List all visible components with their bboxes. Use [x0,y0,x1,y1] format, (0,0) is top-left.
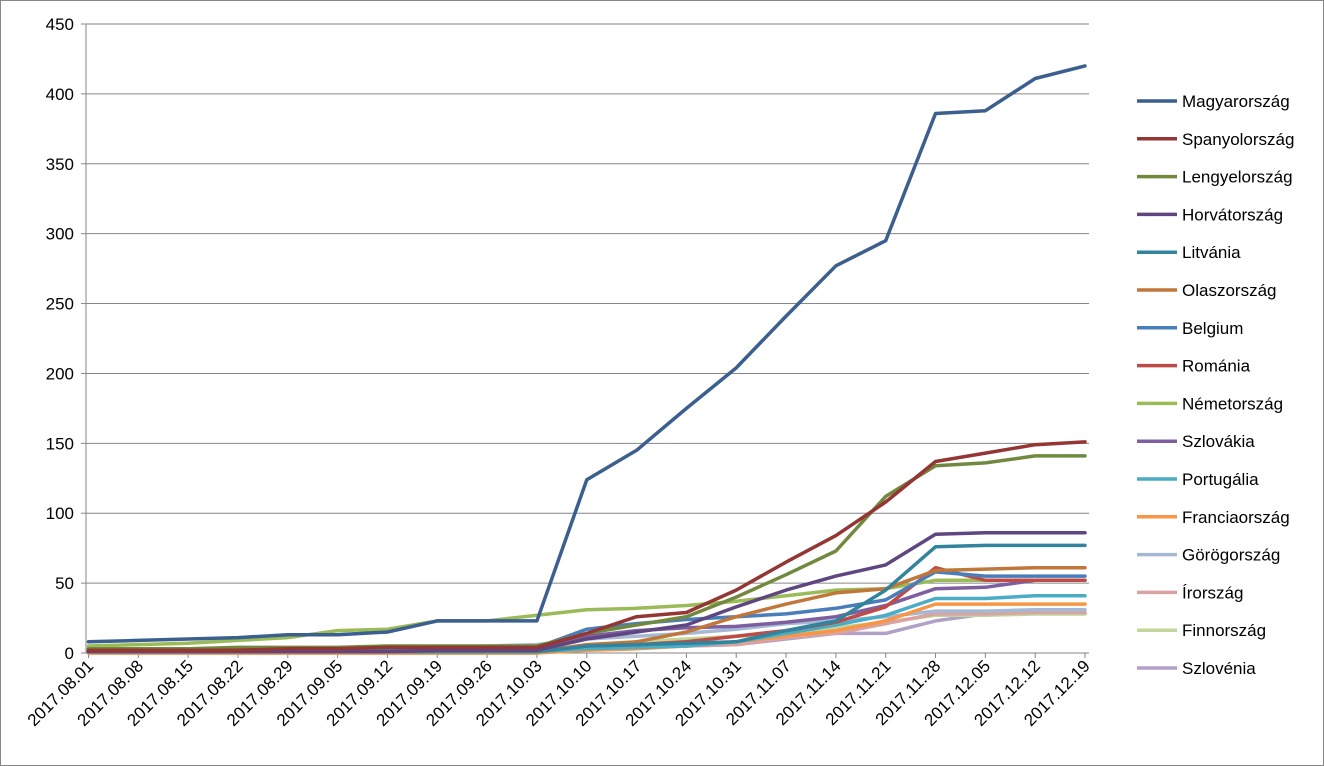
y-tick-label: 100 [46,504,74,523]
y-tick-label: 250 [46,295,74,314]
legend-label: Franciaország [1182,508,1290,527]
legend-label: Finnország [1182,621,1266,640]
legend-label: Magyarország [1182,92,1290,111]
y-tick-label: 0 [65,644,74,663]
y-tick-label: 450 [46,15,74,34]
legend-label: Lengyelország [1182,168,1293,187]
y-tick-label: 200 [46,364,74,383]
legend-label: Spanyolország [1182,130,1294,149]
series-lines [86,64,1087,655]
y-tick-label: 50 [55,574,74,593]
legend-label: Szlovénia [1182,659,1256,678]
legend-label: Szlovákia [1182,432,1255,451]
legend-label: Németország [1182,394,1283,413]
legend-label: Belgium [1182,319,1243,338]
legend-label: Portugália [1182,470,1259,489]
legend-label: Olaszország [1182,281,1276,300]
legend-label: Írország [1182,583,1243,602]
legend-label: Litvánia [1182,243,1241,262]
series-line-2 [86,440,1087,652]
legend-label: Horvátország [1182,205,1283,224]
legend: Magyarország Spanyolország Lengyelország Ho… [1137,92,1294,678]
y-tick-label: 400 [46,85,74,104]
gridlines [86,23,1089,584]
legend-label: Románia [1182,357,1251,376]
series-line-4 [86,531,1087,654]
y-tick-label: 300 [46,225,74,244]
x-axis: 2017.08.012017.08.082017.08.152017.08.22… [24,652,1094,730]
y-tick-label: 350 [46,155,74,174]
y-axis: 0 50 100 150 200 250 300 350 400 450 [46,15,87,663]
legend-label: Görögország [1182,546,1280,565]
series-line-1 [86,64,1087,644]
y-tick-label: 150 [46,434,74,453]
